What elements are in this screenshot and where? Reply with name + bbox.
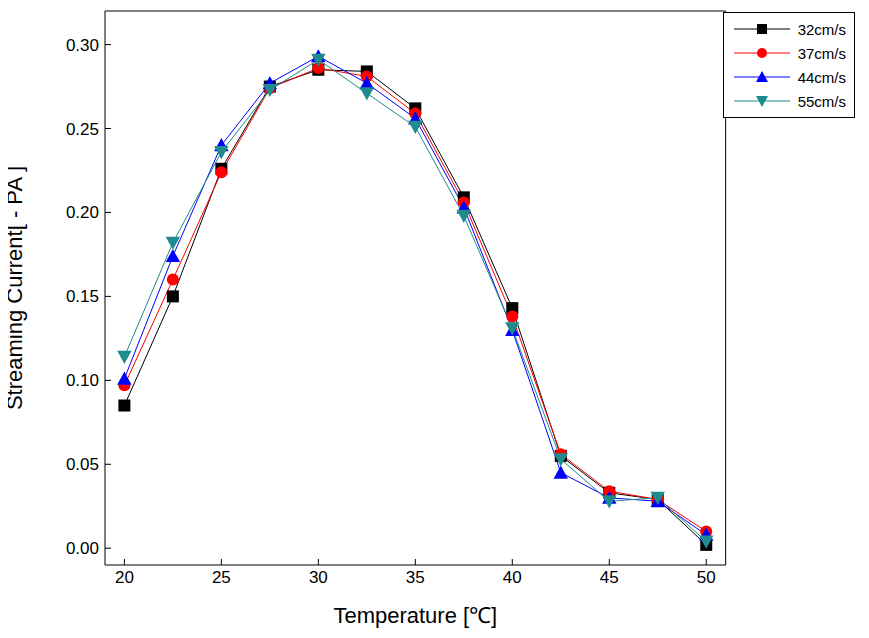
svg-text:0.20: 0.20 xyxy=(66,203,99,222)
svg-text:50: 50 xyxy=(697,568,716,587)
svg-text:25: 25 xyxy=(212,568,231,587)
html-text:44cm/s: 44cm/s xyxy=(797,68,846,86)
svg-text:0.00: 0.00 xyxy=(66,539,99,558)
svg-text:0.05: 0.05 xyxy=(66,455,99,474)
html-text:37cm/s: 37cm/s xyxy=(797,44,846,62)
svg-text:0.30: 0.30 xyxy=(66,36,99,55)
svg-text:30: 30 xyxy=(309,568,328,587)
svg-text:35: 35 xyxy=(406,568,425,587)
svg-text:20: 20 xyxy=(115,568,134,587)
html-text:32cm/s: 32cm/s xyxy=(797,20,846,38)
svg-text:0.15: 0.15 xyxy=(66,287,99,306)
svg-text:0.10: 0.10 xyxy=(66,371,99,390)
svg-text:0.25: 0.25 xyxy=(66,120,99,139)
svg-text:45: 45 xyxy=(600,568,619,587)
svg-text:Streaming Current[ - PA ]: Streaming Current[ - PA ] xyxy=(8,166,27,410)
svg-text:40: 40 xyxy=(503,568,522,587)
html-text:55cm/s: 55cm/s xyxy=(797,92,846,110)
svg-text:Temperature [℃]: Temperature [℃] xyxy=(333,603,497,628)
